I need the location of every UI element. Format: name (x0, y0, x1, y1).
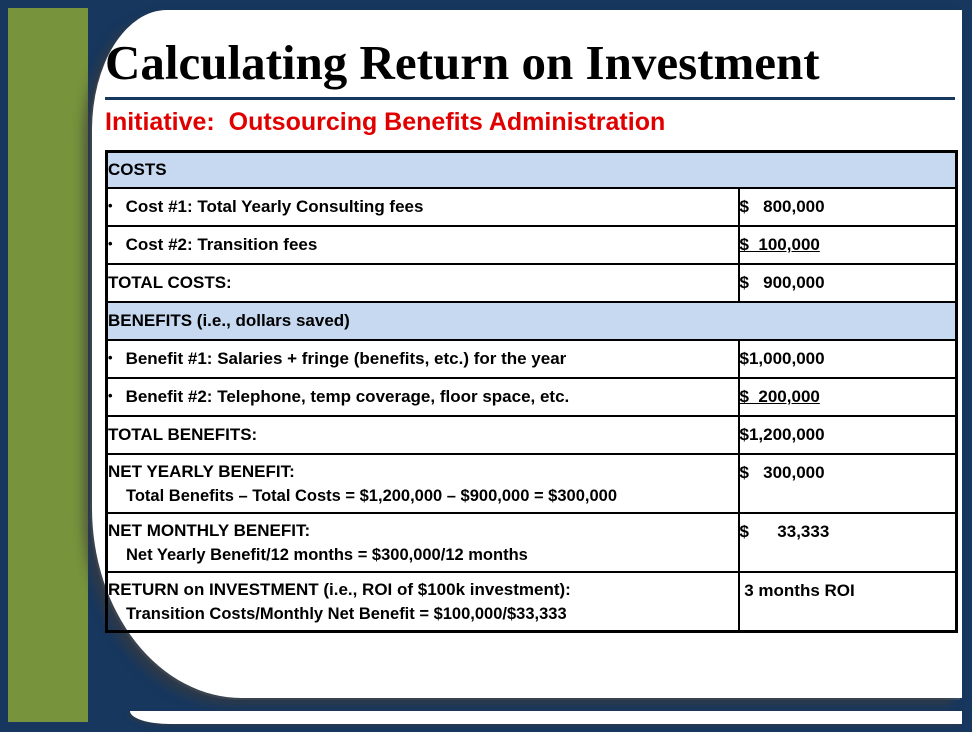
cost2-label-cell: • Cost #2: Transition fees (105, 225, 740, 266)
section-header-benefits: BENEFITS (i.e., dollars saved) (105, 301, 958, 342)
roi-label-cell: RETURN on INVESTMENT (i.e., ROI of $100k… (105, 571, 740, 633)
title-divider (105, 96, 955, 100)
table-row: NET MONTHLY BENEFIT: Net Yearly Benefit/… (105, 512, 958, 574)
benefit1-label-cell: • Benefit #1: Salaries + fringe (benefits… (105, 339, 740, 380)
net-monthly-title: NET MONTHLY BENEFIT: (108, 520, 311, 540)
net-yearly-value: $ 300,000 (739, 463, 825, 483)
roi-value-cell: 3 months ROI (737, 571, 958, 633)
table-row: NET YEARLY BENEFIT: Total Benefits – Tot… (105, 453, 958, 515)
net-monthly-label-cell: NET MONTHLY BENEFIT: Net Yearly Benefit/… (105, 512, 740, 574)
total-costs-label: TOTAL COSTS: (105, 263, 740, 304)
page-title: Calculating Return on Investment (105, 35, 820, 90)
bullet-icon: • (108, 236, 113, 252)
benefit2-label: Benefit #2: Telephone, temp coverage, fl… (125, 387, 570, 407)
benefit1-label: Benefit #1: Salaries + fringe (benefits,… (125, 349, 567, 369)
table-row: • Benefit #1: Salaries + fringe (benefits… (105, 339, 958, 380)
bullet-icon: • (108, 350, 113, 366)
cost1-value-cell: $ 800,000 (737, 187, 958, 228)
cost2-label: Cost #2: Transition fees (125, 235, 318, 255)
total-costs-value: $ 900,000 (739, 273, 825, 293)
table-row: • Cost #1: Total Yearly Consulting fees $… (105, 187, 958, 228)
roi-table: COSTS • Cost #1: Total Yearly Consulting … (105, 149, 958, 633)
net-monthly-value-cell: $ 33,333 (737, 512, 958, 574)
total-benefits-value: $1,200,000 (739, 425, 825, 445)
total-benefits-value-cell: $1,200,000 (737, 415, 958, 456)
cost1-value: $ 800,000 (739, 197, 825, 217)
table-row: • Cost #2: Transition fees $ 100,000 (105, 225, 958, 266)
slide-subtitle: Initiative: Outsourcing Benefits Adminis… (105, 107, 666, 136)
net-monthly-value: $ 33,333 (739, 522, 830, 542)
table-row: • Benefit #2: Telephone, temp coverage, f… (105, 377, 958, 418)
roi-value: 3 months ROI (739, 581, 855, 601)
cost2-value-cell: $ 100,000 (737, 225, 958, 266)
net-yearly-formula: Total Benefits – Total Costs = $1,200,00… (126, 486, 618, 505)
bullet-icon: • (108, 388, 113, 404)
net-monthly-formula: Net Yearly Benefit/12 months = $300,000/… (126, 545, 528, 564)
cost1-label: Cost #1: Total Yearly Consulting fees (125, 197, 424, 217)
roi-formula: Transition Costs/Monthly Net Benefit = $… (126, 604, 567, 623)
cost2-value: $ 100,000 (739, 235, 820, 255)
total-costs-value-cell: $ 900,000 (737, 263, 958, 304)
table-row: RETURN on INVESTMENT (i.e., ROI of $100k… (105, 571, 958, 633)
benefit1-value-cell: $1,000,000 (737, 339, 958, 380)
net-yearly-title: NET YEARLY BENEFIT: (108, 461, 295, 481)
benefit2-value: $ 200,000 (739, 387, 820, 407)
green-accent-band (8, 8, 88, 722)
net-yearly-label-cell: NET YEARLY BENEFIT: Total Benefits – Tot… (105, 453, 740, 515)
benefit2-label-cell: • Benefit #2: Telephone, temp coverage, f… (105, 377, 740, 418)
table-row: COSTS (105, 150, 958, 190)
table-row: TOTAL BENEFITS: $1,200,000 (105, 415, 958, 456)
table-row: BENEFITS (i.e., dollars saved) (105, 301, 958, 342)
cost1-label-cell: • Cost #1: Total Yearly Consulting fees (105, 187, 740, 228)
table-row: TOTAL COSTS: $ 900,000 (105, 263, 958, 304)
bullet-icon: • (108, 198, 113, 214)
bottom-white-sliver (130, 711, 962, 724)
section-header-costs: COSTS (105, 150, 958, 190)
benefit1-value: $1,000,000 (739, 349, 825, 369)
roi-title: RETURN on INVESTMENT (i.e., ROI of $100k… (108, 579, 571, 599)
total-benefits-label: TOTAL BENEFITS: (105, 415, 740, 456)
benefit2-value-cell: $ 200,000 (737, 377, 958, 418)
net-yearly-value-cell: $ 300,000 (737, 453, 958, 515)
slide-content: Calculating Return on Investment Initiat… (105, 35, 958, 633)
